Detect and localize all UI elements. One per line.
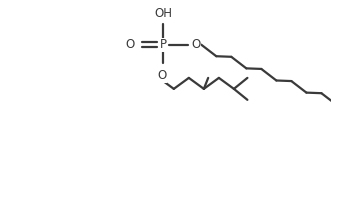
Text: O: O — [157, 69, 166, 82]
Text: P: P — [160, 38, 166, 51]
Text: OH: OH — [154, 7, 172, 20]
Text: O: O — [192, 38, 201, 51]
Text: O: O — [125, 38, 134, 51]
